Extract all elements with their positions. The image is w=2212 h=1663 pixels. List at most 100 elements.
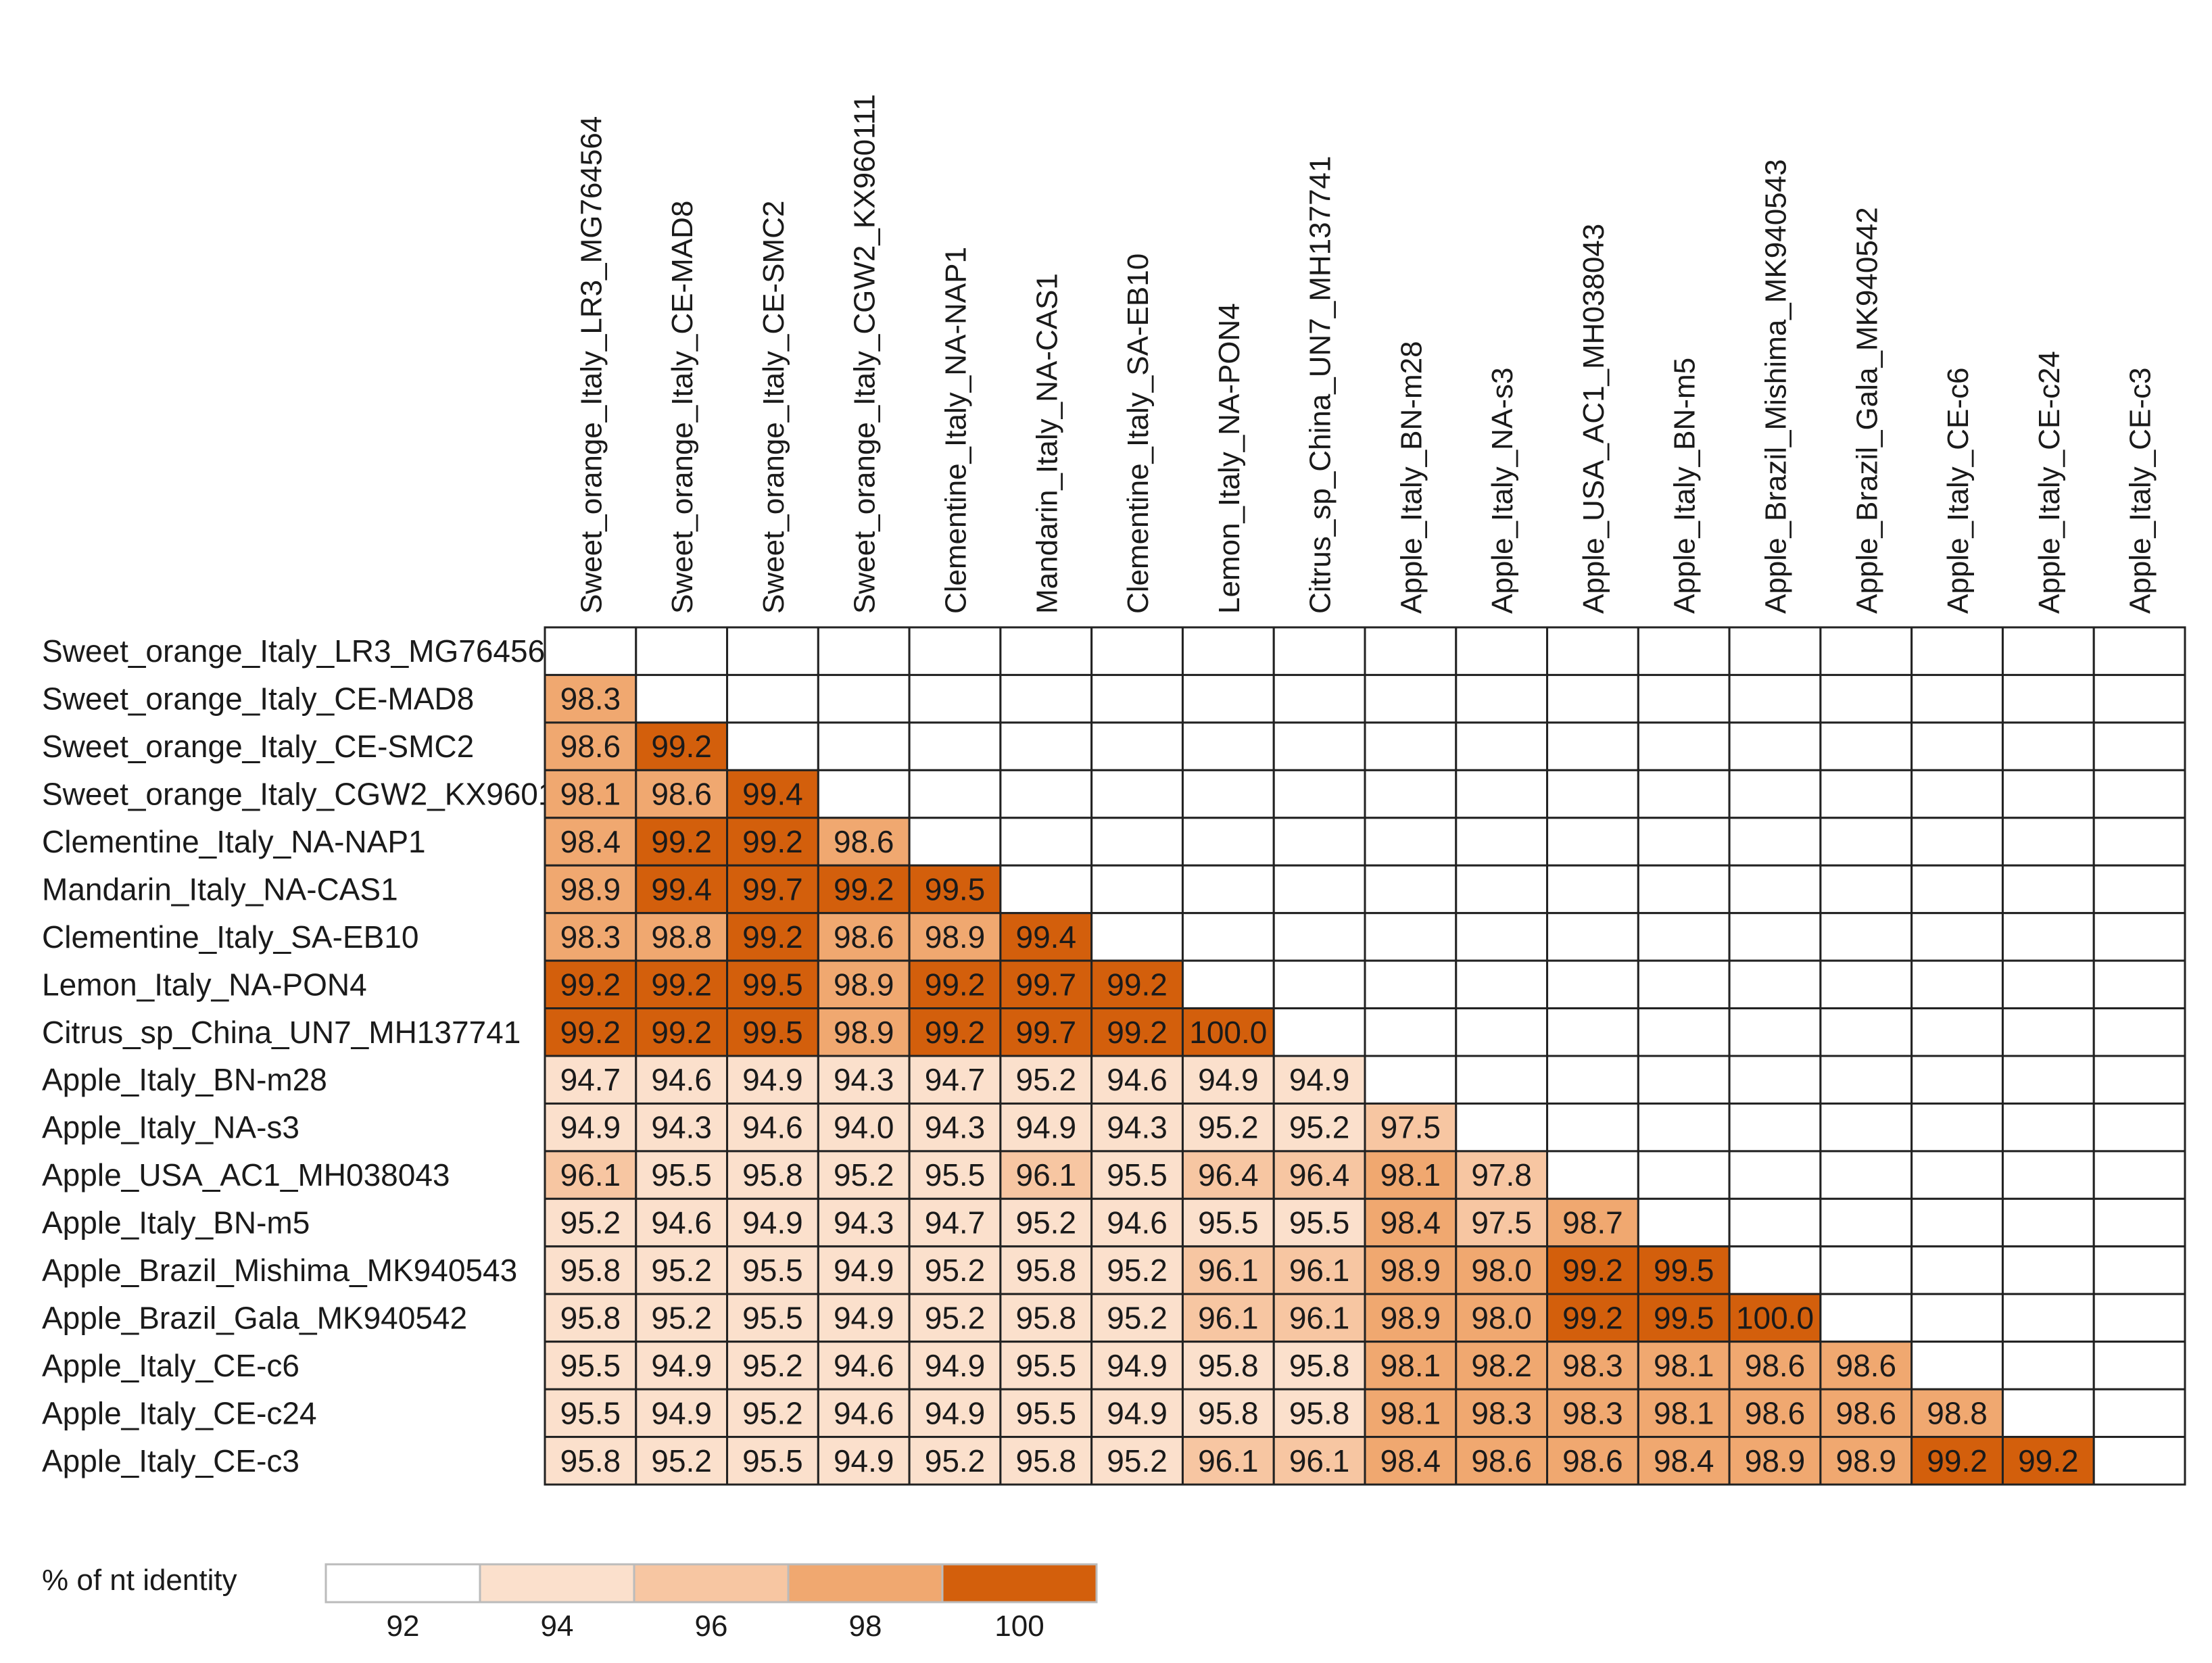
heatmap-cell [1819, 721, 1913, 771]
cell-value: 96.1 [1198, 1300, 1259, 1335]
heatmap-cell [1090, 1197, 1184, 1248]
cell-value: 99.2 [1562, 1253, 1623, 1288]
heatmap-cell [1181, 959, 1275, 1010]
heatmap-cell [1546, 1055, 1639, 1105]
cell-value: 98.6 [834, 824, 894, 859]
row-label: Sweet_orange_Italy_LR3_MG764564 [42, 633, 562, 669]
heatmap-cell [1728, 673, 1822, 724]
heatmap-cell [2001, 1341, 2095, 1391]
row-label: Apple_Brazil_Mishima_MK940543 [42, 1253, 517, 1288]
cell-value: 94.9 [742, 1205, 803, 1240]
heatmap-cell [1819, 1197, 1913, 1248]
heatmap-cell [726, 1436, 819, 1486]
cell-value: 94.9 [1289, 1062, 1350, 1097]
heatmap-cell [1910, 1007, 2004, 1057]
column-label: Clementine_Italy_NA-NAP1 [940, 247, 973, 614]
cell-value: 99.7 [742, 871, 803, 907]
cell-value: 99.2 [1562, 1300, 1623, 1335]
cell-value: 95.8 [1289, 1395, 1350, 1430]
heatmap-cell [1728, 1007, 1822, 1057]
heatmap-cell [999, 864, 1093, 915]
heatmap-cell [635, 864, 729, 915]
cell-value: 98.9 [834, 967, 894, 1002]
heatmap-cell [1728, 1150, 1822, 1200]
cell-value: 94.6 [834, 1395, 894, 1430]
column-label: Sweet_orange_Italy_CE-SMC2 [757, 201, 790, 614]
cell-value: 94.3 [1107, 1110, 1168, 1145]
cell-value: 95.8 [1289, 1348, 1350, 1383]
heatmap-cell [1455, 1341, 1549, 1391]
row-label: Apple_Brazil_Gala_MK940542 [42, 1300, 467, 1335]
row-labels: Sweet_orange_Italy_LR3_MG764564 Sweet_ora… [42, 633, 585, 1478]
heatmap-cell [1455, 721, 1549, 771]
heatmap-cell [1728, 1102, 1822, 1153]
cell-value: 94.9 [834, 1253, 894, 1288]
cell-value: 95.8 [742, 1157, 803, 1192]
column-label: Mandarin_Italy_NA-CAS1 [1030, 273, 1063, 614]
cell-value: 98.1 [1654, 1348, 1714, 1383]
cell-value: 95.8 [1198, 1395, 1259, 1430]
heatmap-cell [2001, 1102, 2095, 1153]
heatmap-cell [1637, 769, 1731, 819]
heatmap-cell [1819, 1007, 1913, 1057]
cell-value: 94.7 [925, 1205, 986, 1240]
heatmap-cell [1546, 959, 1639, 1010]
column-labels: Sweet_orange_Italy_LR3_MG764564 Sweet_ora… [575, 94, 2157, 614]
cell-value: 98.0 [1471, 1300, 1532, 1335]
cell-value: 94.9 [834, 1300, 894, 1335]
heatmap-cell [1546, 626, 1639, 676]
cell-value: 96.1 [1198, 1443, 1259, 1478]
heatmap-cell [999, 1197, 1093, 1248]
cell-value: 98.9 [834, 1015, 894, 1050]
cell-value: 98.6 [1836, 1348, 1897, 1383]
column-label: Apple_Italy_NA-s3 [1486, 368, 1519, 614]
heatmap-cell [999, 1388, 1093, 1439]
heatmap-cell [1910, 721, 2004, 771]
heatmap-cell [1910, 673, 2004, 724]
heatmap-cell [1455, 1245, 1549, 1295]
heatmap-cell [726, 721, 819, 771]
cell-value: 94.9 [1107, 1395, 1168, 1430]
heatmap-cell [2092, 1293, 2186, 1343]
cell-value: 98.3 [560, 919, 621, 955]
heatmap-cell [2001, 1245, 2095, 1295]
cell-value: 94.7 [925, 1062, 986, 1097]
heatmap-cell [1910, 1055, 2004, 1105]
cell-value: 94.6 [651, 1205, 712, 1240]
cell-value: 99.2 [560, 967, 621, 1002]
heatmap-cell [1181, 769, 1275, 819]
heatmap-cell [908, 673, 1002, 724]
heatmap-cell [2092, 1007, 2186, 1057]
heatmap-cell [2001, 1293, 2095, 1343]
heatmap-cell [1819, 817, 1913, 867]
heatmap-cell [1364, 721, 1458, 771]
cell-value: 99.2 [925, 967, 986, 1002]
heatmap-cell [1272, 1388, 1366, 1439]
heatmap-cell [1455, 1055, 1549, 1105]
heatmap-cell [1637, 1007, 1731, 1057]
heatmap-cell [1181, 1197, 1275, 1248]
cell-value: 96.1 [1198, 1253, 1259, 1288]
heatmap-cell [1819, 912, 1913, 962]
heatmap-cell [1819, 1436, 1913, 1486]
heatmap-cell [1181, 1388, 1275, 1439]
cell-value: 94.9 [1198, 1062, 1259, 1097]
cell-value: 98.1 [1380, 1348, 1441, 1383]
heatmap-cell [908, 721, 1002, 771]
heatmap-cell [1819, 626, 1913, 676]
heatmap-cell [2092, 1436, 2186, 1486]
heatmap-cell [1728, 769, 1822, 819]
cell-value: 94.9 [742, 1062, 803, 1097]
column-label: Apple_Italy_CE-c24 [2033, 351, 2066, 614]
cell-value: 98.9 [1745, 1443, 1806, 1478]
cell-value: 96.1 [1289, 1253, 1350, 1288]
heatmap-cell [1546, 1150, 1639, 1200]
heatmap-cell [2092, 769, 2186, 819]
heatmap-cell [1364, 626, 1458, 676]
cell-value: 94.3 [651, 1110, 712, 1145]
heatmap-cell [544, 1055, 638, 1105]
column-label: Sweet_orange_Italy_CE-MAD8 [666, 201, 699, 614]
column-label: Apple_Italy_CE-c3 [2124, 368, 2157, 614]
heatmap-cell [2092, 1055, 2186, 1105]
heatmap-cell [1272, 673, 1366, 724]
